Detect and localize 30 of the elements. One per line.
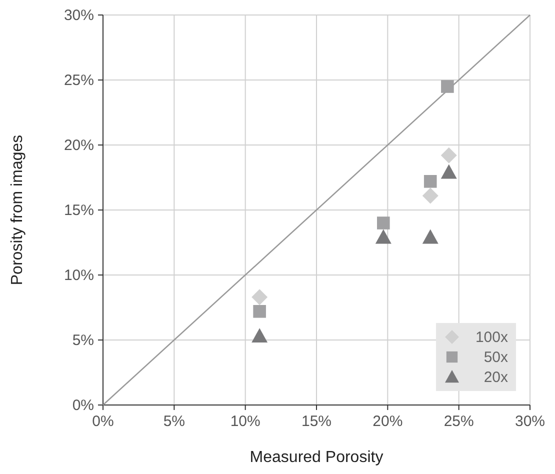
x-tick-label: 30% (514, 413, 546, 430)
x-tick-label: 0% (92, 413, 114, 430)
y-tick-label: 30% (64, 7, 94, 24)
x-axis-title: Measured Porosity (250, 449, 384, 466)
y-tick-label: 25% (64, 72, 94, 89)
y-tick-label: 5% (72, 332, 94, 349)
point (252, 328, 268, 342)
point (440, 147, 457, 164)
point (252, 289, 268, 306)
point (424, 175, 437, 188)
y-tick-label: 10% (64, 267, 94, 284)
point (440, 164, 457, 179)
y-tick-label: 20% (64, 137, 94, 154)
point (422, 188, 438, 204)
point (376, 216, 390, 230)
legend-label: 20x (484, 369, 508, 386)
point (441, 80, 454, 93)
x-tick-label: 5% (163, 413, 186, 430)
x-tick-label: 20% (372, 413, 403, 430)
legend-label: 50x (484, 349, 508, 366)
x-tick-label: 10% (230, 413, 260, 430)
point (422, 229, 438, 244)
legend-label: 100x (475, 329, 508, 346)
point (253, 305, 266, 318)
y-tick-label: 15% (64, 202, 94, 219)
x-tick-label: 25% (444, 413, 474, 430)
y-axis-title: Porosity from images (9, 134, 26, 286)
x-tick-label: 15% (301, 413, 332, 430)
point (375, 229, 392, 244)
y-tick-label: 0% (72, 397, 94, 414)
